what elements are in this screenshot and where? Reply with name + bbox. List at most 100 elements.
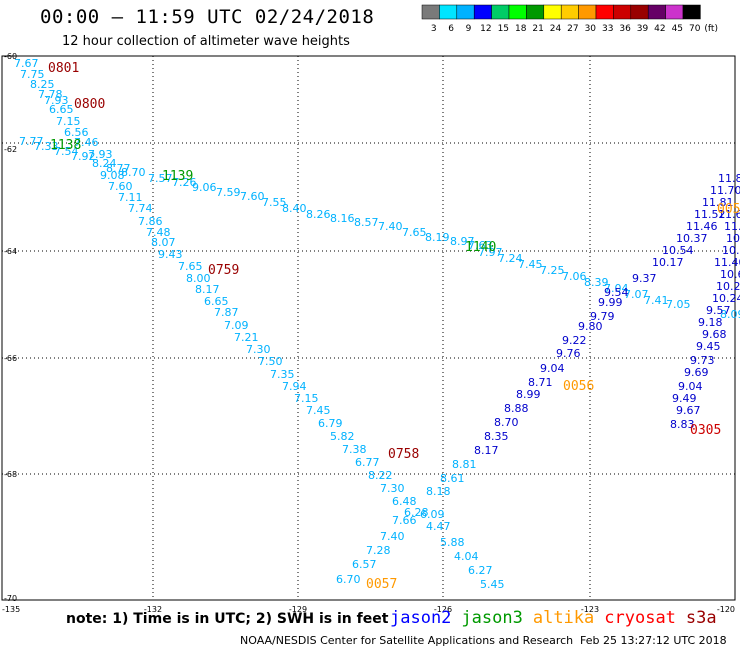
colorbar-label: 27: [567, 24, 578, 34]
swh-value: 9.45: [696, 340, 721, 353]
swh-value: 7.09: [224, 319, 249, 332]
swh-value: 9.57: [706, 304, 731, 317]
swh-value: 9.08: [100, 169, 125, 182]
swh-value: 7.75: [20, 68, 45, 81]
track-0800: 7.777.337.547.928.249.087.607.117.747.86…: [19, 135, 429, 586]
swh-value: 7.46: [74, 136, 99, 149]
swh-value: 7.04: [604, 282, 629, 295]
swh-value: 6.65: [204, 295, 229, 308]
pass-label: 0057: [366, 577, 397, 592]
pass-label: 0305: [690, 423, 721, 438]
pass-label: 1138: [50, 138, 81, 153]
colorbar: 3 6 9 12 15 18 21 24 27 30 33 36 39 42 45 70 (ft): [421, 4, 718, 34]
swh-value: 9.79: [590, 310, 615, 323]
swh-value: 8.99: [516, 388, 541, 401]
swh-value: 10.69: [720, 268, 740, 281]
swh-value: 8.17: [195, 283, 220, 296]
swh-value: 5.45: [480, 578, 505, 591]
swh-value: 7.87: [214, 306, 239, 319]
pass-label: 1139: [162, 169, 193, 184]
swh-value: 9.80: [578, 320, 603, 333]
swh-value: 8.70: [121, 166, 146, 179]
track-0056: 9.769.048.718.998.888.708.358.179.229.80…: [474, 172, 740, 457]
swh-value: 10.24: [712, 292, 740, 305]
lat-tick-label: -68: [4, 470, 17, 479]
legend-altika: altika: [532, 608, 595, 628]
swh-value: 7.63: [468, 239, 493, 252]
swh-value: 9.69: [684, 366, 709, 379]
swh-value: 9.37: [632, 272, 657, 285]
swh-value: 6.48: [392, 495, 417, 508]
swh-value: 7.74: [128, 202, 153, 215]
colorbar-swatch: [682, 4, 701, 20]
swh-value: 4.47: [426, 520, 451, 533]
swh-value: 10.17: [652, 256, 684, 269]
swh-value: 8.16: [330, 212, 355, 225]
swh-value: 11.40: [714, 256, 740, 269]
swh-value: 10.26: [716, 280, 740, 293]
pass-label: 0056: [563, 379, 594, 394]
swh-value: 8.71: [528, 376, 553, 389]
swh-value: 7.11: [118, 191, 143, 204]
pass-label: 0801: [48, 61, 79, 76]
swh-value: 7.35: [270, 368, 295, 381]
swh-value: 7.54: [54, 145, 79, 158]
swh-value: 6.57: [352, 558, 377, 571]
swh-value: 6.56: [64, 126, 89, 139]
swh-value: 11.70: [710, 184, 740, 197]
swh-value: 6.65: [49, 103, 74, 116]
swh-value: 11.52: [694, 208, 726, 221]
swh-value: 7.67: [14, 57, 39, 70]
swh-value: 8.25: [30, 78, 55, 91]
swh-value: 7.78: [38, 88, 63, 101]
swh-value: 7.60: [108, 180, 133, 193]
footer-credit: NOAA/NESDIS Center for Satellite Applica…: [240, 634, 574, 647]
swh-value: 8.24: [92, 157, 117, 170]
swh-value: 7.06: [562, 270, 587, 283]
lon-tick-label: -129: [289, 605, 307, 614]
swh-value: 7.66: [392, 514, 417, 527]
swh-value: 8.40: [282, 202, 307, 215]
swh-value: 8.00: [186, 272, 211, 285]
swh-value: 11.46: [686, 220, 718, 233]
colorbar-label: 9: [466, 24, 472, 34]
lon-tick-label: -126: [434, 605, 452, 614]
colorbar-label: 21: [532, 24, 543, 34]
pass-label: 0800: [74, 97, 105, 112]
swh-value: 10.54: [662, 244, 694, 257]
legend-jason2: jason2: [390, 608, 452, 628]
colorbar-label: 33: [602, 24, 613, 34]
colorbar-label: 39: [637, 24, 649, 34]
lat-tick-label: -60: [4, 52, 17, 61]
swh-value: 10.37: [676, 232, 708, 245]
lat-tick-label: -62: [4, 145, 17, 154]
track-0801: 7.677.758.257.787.936.657.156.567.467.93…: [14, 57, 493, 252]
swh-value: 11.81: [702, 196, 734, 209]
swh-value: 7.24: [498, 252, 523, 265]
swh-value: 9.22: [562, 334, 587, 347]
swh-value: 9.73: [690, 354, 715, 367]
swh-value: 9.68: [702, 328, 727, 341]
lon-tick-label: -120: [717, 605, 735, 614]
note-text: note: 1) Time is in UTC; 2) SWH is in fe…: [66, 611, 389, 627]
swh-value: 6.27: [468, 564, 493, 577]
swh-value: 7.48: [146, 226, 171, 239]
colorbar-label: 30: [585, 24, 597, 34]
page-subtitle: 12 hour collection of altimeter wave hei…: [62, 34, 350, 49]
swh-value: 8.61: [440, 472, 465, 485]
swh-value: 4.04: [454, 550, 479, 563]
page-title: 00:00 – 11:59 UTC 02/24/2018: [40, 6, 375, 28]
track-0758: 8.818.618.18 6.094.47 5.884.046.275.45: [420, 458, 505, 591]
swh-value: 7.30: [246, 343, 271, 356]
swh-value: 7.15: [294, 392, 319, 405]
swh-value: 11.02: [724, 220, 740, 233]
swh-value: 10.75: [726, 232, 740, 245]
swh-value: 6.28: [404, 506, 429, 519]
swh-value: 6.09: [420, 508, 445, 521]
swh-value: 8.97: [450, 235, 475, 248]
colorbar-label: 70: [689, 24, 701, 34]
colorbar-label: 12: [480, 24, 491, 34]
swh-value: 6.77: [355, 456, 380, 469]
swh-value: 7.86: [138, 215, 163, 228]
pass-label: 005: [717, 202, 740, 217]
